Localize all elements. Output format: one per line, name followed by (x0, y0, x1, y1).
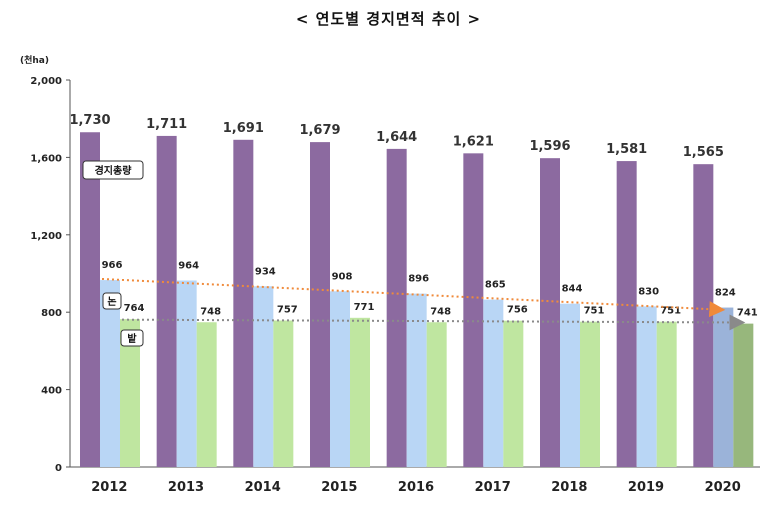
bar-field (426, 322, 447, 467)
data-label: 1,581 (606, 142, 647, 157)
bar-total (156, 135, 177, 467)
data-label: 751 (660, 306, 681, 317)
bars (80, 132, 754, 468)
bar-field (503, 320, 524, 467)
bar-paddy (100, 280, 120, 467)
data-label: 748 (200, 306, 221, 317)
data-label: 966 (102, 260, 123, 271)
bar-field (733, 323, 754, 467)
data-label: 1,679 (299, 123, 340, 138)
y-tick-label: 400 (41, 386, 62, 397)
x-tick-label: 2015 (321, 480, 357, 495)
y-tick-label: 1,600 (30, 153, 62, 164)
axes: 0 400 800 1,200 1,600 2,000 2012 2013 2014 2015 20… (30, 76, 760, 495)
bar-total (540, 158, 560, 467)
y-tick-label: 1,200 (30, 231, 62, 242)
data-label: 1,644 (376, 130, 417, 145)
data-label: 757 (277, 305, 298, 316)
data-label: 908 (332, 271, 353, 282)
data-label: 771 (354, 302, 375, 313)
x-tick-label: 2014 (245, 480, 281, 495)
data-label: 1,691 (223, 121, 264, 136)
bar-field (656, 321, 677, 467)
data-label: 1,596 (529, 139, 570, 154)
data-label: 764 (124, 303, 145, 314)
bar-total (233, 139, 254, 467)
data-label: 824 (715, 288, 736, 299)
bar-field (580, 321, 600, 467)
trendline-paddy (101, 277, 726, 318)
y-tick-label: 800 (41, 308, 62, 319)
callout-paddy-text: 논 (107, 296, 116, 308)
trendline-field (121, 314, 746, 331)
bar-paddy (560, 303, 580, 467)
x-tick-label: 2012 (91, 480, 127, 495)
data-label: 964 (178, 260, 199, 271)
data-label: 934 (255, 266, 276, 277)
callout-total: 경지총량 (82, 160, 144, 180)
callout-field-box (120, 329, 144, 347)
data-label: 756 (507, 305, 528, 316)
callout-paddy: 논 (102, 292, 122, 310)
callout-paddy-box (102, 292, 122, 310)
bar-field (120, 319, 140, 467)
x-tick-label: 2018 (551, 480, 587, 495)
data-label: 1,730 (69, 113, 110, 128)
data-label: 830 (638, 286, 659, 297)
bar-paddy (483, 299, 504, 467)
y-axis-unit: (천ha) (20, 55, 49, 66)
bar-total (616, 161, 637, 467)
bar-total (310, 142, 330, 467)
bar-field (196, 322, 217, 467)
bar-total (386, 148, 407, 468)
callout-field-text: 밭 (127, 332, 137, 345)
bar-paddy (253, 286, 274, 467)
x-tick-label: 2016 (398, 480, 434, 495)
bar-paddy (636, 306, 657, 467)
data-label: 865 (485, 280, 506, 291)
data-label: 1,711 (146, 117, 187, 132)
chart-title: < 연도별 경지면적 추이 > (295, 10, 482, 28)
callout-total-box (82, 160, 144, 180)
y-tick-label: 2,000 (30, 76, 62, 87)
bar-total (693, 164, 714, 468)
bar-paddy (713, 307, 734, 467)
x-tick-label: 2013 (168, 480, 204, 495)
x-tick-label: 2017 (475, 480, 511, 495)
data-label: 751 (584, 306, 605, 317)
data-label: 1,565 (683, 145, 724, 160)
y-tick-label: 0 (55, 463, 62, 474)
data-label: 741 (737, 308, 758, 319)
bar-field (350, 317, 370, 467)
bar-paddy (406, 293, 427, 467)
x-tick-label: 2019 (628, 480, 664, 495)
trendlines (101, 277, 746, 331)
bar-total (463, 153, 484, 468)
data-label: 896 (408, 274, 429, 285)
x-tick-label: 2020 (705, 480, 741, 495)
bar-field (273, 320, 294, 467)
callout-field: 밭 (120, 329, 144, 347)
callout-total-text: 경지총량 (95, 164, 133, 177)
bar-paddy (176, 280, 197, 467)
bar-paddy (330, 291, 350, 467)
data-label: 748 (430, 306, 451, 317)
data-label: 844 (562, 284, 583, 295)
bar-total (80, 132, 100, 467)
data-labels: 1,730 966 764 1,711 964 748 1,691 934 757 1,679 90… (69, 113, 757, 318)
data-label: 1,621 (453, 134, 494, 149)
